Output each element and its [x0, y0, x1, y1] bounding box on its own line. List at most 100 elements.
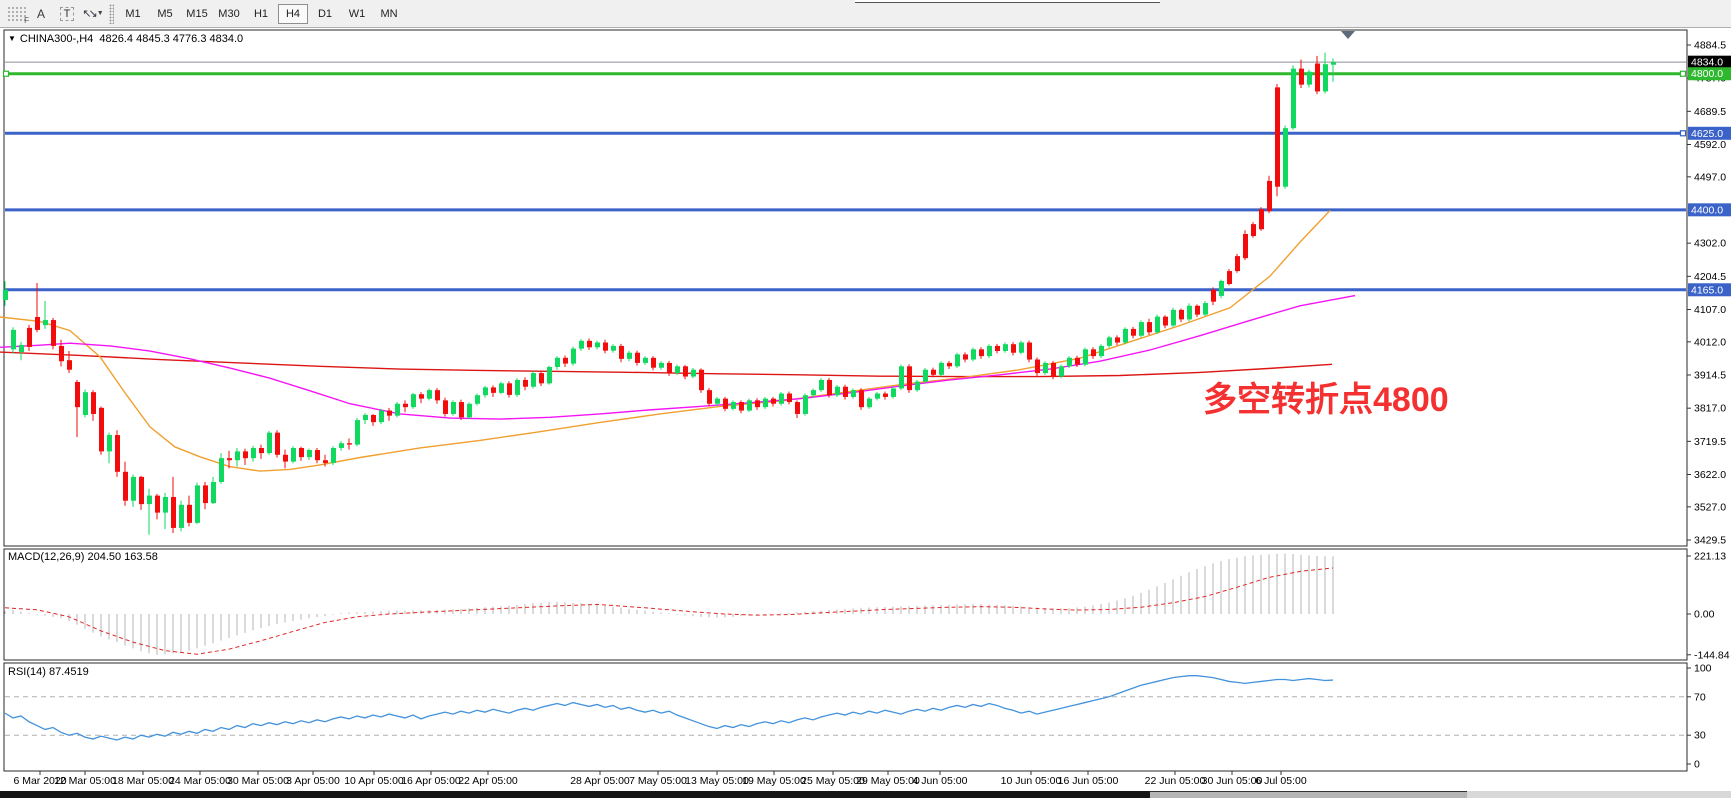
- expert-grid-icon[interactable]: F: [1, 3, 29, 25]
- candle-body: [427, 390, 432, 399]
- ma-magenta-line: [0, 294, 1356, 420]
- candle-body: [51, 320, 56, 346]
- candle-body: [107, 435, 112, 452]
- candle-body: [267, 432, 272, 454]
- candle-body: [579, 340, 584, 349]
- timeframe-button-m1[interactable]: M1: [125, 7, 141, 20]
- rsi-axis-label: 100: [1694, 663, 1712, 675]
- candle-body: [707, 390, 712, 404]
- price-tag-4165.0: [1688, 283, 1731, 297]
- price-axis-label: 3429.5: [1694, 535, 1726, 547]
- ohlc-values: 4826.4 4845.3 4776.3 4834.0: [99, 33, 244, 45]
- time-axis-label: 10 Jun 05:00: [1001, 775, 1062, 787]
- price-axis-label: 4302.0: [1694, 238, 1726, 250]
- candle-body: [531, 373, 536, 387]
- candle-body: [475, 395, 480, 404]
- candle-body: [1171, 309, 1176, 326]
- candle-body: [307, 450, 312, 458]
- candle-body: [755, 400, 760, 408]
- text-box-icon[interactable]: T: [55, 3, 79, 25]
- candle-body: [763, 398, 768, 408]
- candle-body: [1155, 316, 1160, 333]
- candle-body: [1131, 328, 1136, 336]
- timeframe-button-m5[interactable]: M5: [157, 7, 173, 20]
- bottom-bar: [0, 791, 1731, 798]
- cursor-arrows-icon[interactable]: ↖↘ ▼: [82, 8, 104, 20]
- candle-body: [203, 485, 208, 504]
- candle-body: [315, 450, 320, 461]
- candle-body: [1331, 62, 1336, 65]
- timeframe-button-w1[interactable]: W1: [348, 7, 366, 20]
- price-axis-label: 4204.5: [1694, 271, 1726, 283]
- candle-body: [1011, 344, 1016, 353]
- candle-body: [1139, 322, 1144, 336]
- candle-body: [1259, 209, 1264, 230]
- line-handle[interactable]: [1679, 130, 1687, 137]
- candle-body: [1019, 342, 1024, 353]
- candle-body: [251, 447, 256, 459]
- chart-text-annotation[interactable]: 多空转折点4800: [1203, 381, 1449, 419]
- candle-body: [835, 386, 840, 396]
- candle-body: [539, 373, 544, 384]
- candle-body: [27, 327, 32, 347]
- candle-body: [667, 362, 672, 374]
- line-handle[interactable]: [2, 70, 10, 77]
- candle-body: [187, 504, 192, 523]
- candle-body: [859, 390, 864, 408]
- candle-body: [1075, 357, 1080, 365]
- candle-body: [995, 345, 1000, 352]
- price-axis-label: 4592.0: [1694, 139, 1726, 151]
- rsi-axis-label: 70: [1694, 691, 1706, 703]
- candle-body: [899, 366, 904, 389]
- candle-body: [1235, 256, 1240, 272]
- timeframe-button-h1[interactable]: H1: [253, 7, 269, 20]
- symbol-period-label: CHINA300-,H4: [19, 33, 94, 45]
- chart-shift-marker-icon[interactable]: [1341, 31, 1355, 39]
- price-axis-label: 3817.0: [1694, 403, 1726, 415]
- macd-panel[interactable]: [3, 548, 1688, 661]
- toolbar-drag-handle[interactable]: [109, 3, 114, 24]
- candle-body: [1187, 305, 1192, 320]
- candle-body: [355, 420, 360, 445]
- candle-body: [979, 349, 984, 357]
- candle-body: [547, 367, 552, 384]
- dropdown-caret-icon[interactable]: ▼: [96, 10, 104, 17]
- candle-body: [323, 460, 328, 463]
- candle-body: [1107, 337, 1112, 346]
- time-axis-label: 3 Apr 05:00: [286, 775, 340, 787]
- price-tag-4834.0: [1688, 55, 1731, 69]
- collapse-triangle-icon[interactable]: ▼: [8, 34, 16, 43]
- main-price-panel[interactable]: [3, 29, 1688, 547]
- time-axis-label: 28 Apr 05:00: [570, 775, 630, 787]
- candle-body: [1323, 64, 1328, 92]
- price-axis-label: 3914.5: [1694, 370, 1726, 382]
- line-handle[interactable]: [1679, 70, 1687, 77]
- candle-body: [1203, 303, 1208, 315]
- candle-body: [435, 390, 440, 401]
- candle-body: [971, 349, 976, 360]
- bottom-bar-dark-segment: [0, 791, 1150, 798]
- timeframe-button-mn[interactable]: MN: [380, 7, 398, 20]
- time-axis-label: 12 Mar 05:00: [54, 775, 116, 787]
- timeframe-button-d1[interactable]: D1: [317, 7, 333, 20]
- time-axis-label: 22 Apr 05:00: [458, 775, 518, 787]
- candle-body: [123, 471, 128, 501]
- timeframe-button-m30[interactable]: M30: [218, 7, 240, 20]
- price-tag-label: 4834.0: [1691, 57, 1723, 69]
- price-axis-label: 3527.0: [1694, 501, 1726, 513]
- time-axis-label: 22 Jun 05:00: [1145, 775, 1206, 787]
- rsi-axis-label: 30: [1694, 730, 1706, 742]
- candle-body: [19, 344, 24, 353]
- time-axis-label: 6 Jul 05:00: [1255, 775, 1307, 787]
- timeframe-button-m15[interactable]: M15: [186, 7, 208, 20]
- text-label-icon[interactable]: A: [36, 6, 45, 21]
- timeframe-button-h4[interactable]: H4: [278, 3, 308, 24]
- candle-body: [499, 383, 504, 393]
- candle-body: [643, 357, 648, 363]
- candle-body: [35, 316, 40, 330]
- rsi-panel[interactable]: [3, 662, 1688, 772]
- price-axis-label: 3719.5: [1694, 436, 1726, 448]
- candle-body: [803, 395, 808, 414]
